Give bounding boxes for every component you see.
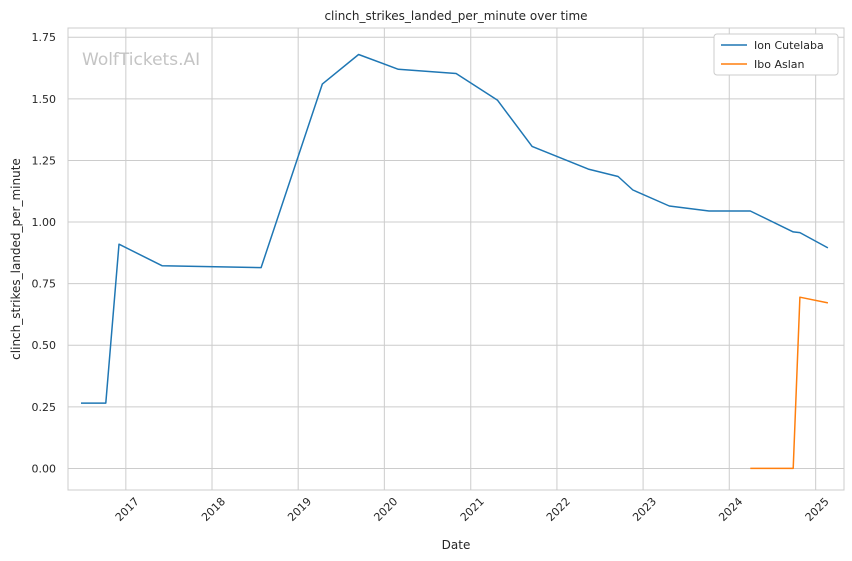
series-line-ibo-aslan [750, 296, 829, 470]
y-tick-label: 1.75 [32, 31, 57, 44]
series-line-ion-cutelaba [81, 53, 829, 404]
y-tick-label: 0.25 [32, 401, 57, 414]
y-tick-label: 1.00 [32, 216, 57, 229]
y-tick-label: 1.25 [32, 154, 57, 167]
y-tick-label: 0.50 [32, 339, 57, 352]
legend-label-ion-cutelaba: Ion Cutelaba [754, 39, 824, 52]
plot-area [67, 27, 845, 491]
y-tick-label: 0.75 [32, 278, 57, 291]
y-tick-label: 0.00 [32, 462, 57, 475]
legend-label-ibo-aslan: Ibo Aslan [754, 58, 805, 71]
y-tick-label: 1.50 [32, 93, 57, 106]
gridlines [68, 28, 844, 490]
y-axis-tick-labels: 0.00 0.25 0.50 0.75 1.00 1.25 1.50 1.75 [32, 31, 57, 475]
watermark: WolfTickets.AI [82, 50, 200, 70]
chart-title: clinch_strikes_landed_per_minute over ti… [324, 9, 587, 23]
x-axis-label: Date [442, 538, 471, 552]
legend: Ion Cutelaba Ibo Aslan [713, 33, 839, 76]
series-lines [81, 53, 829, 470]
y-axis-label: clinch_strikes_landed_per_minute [9, 158, 23, 360]
